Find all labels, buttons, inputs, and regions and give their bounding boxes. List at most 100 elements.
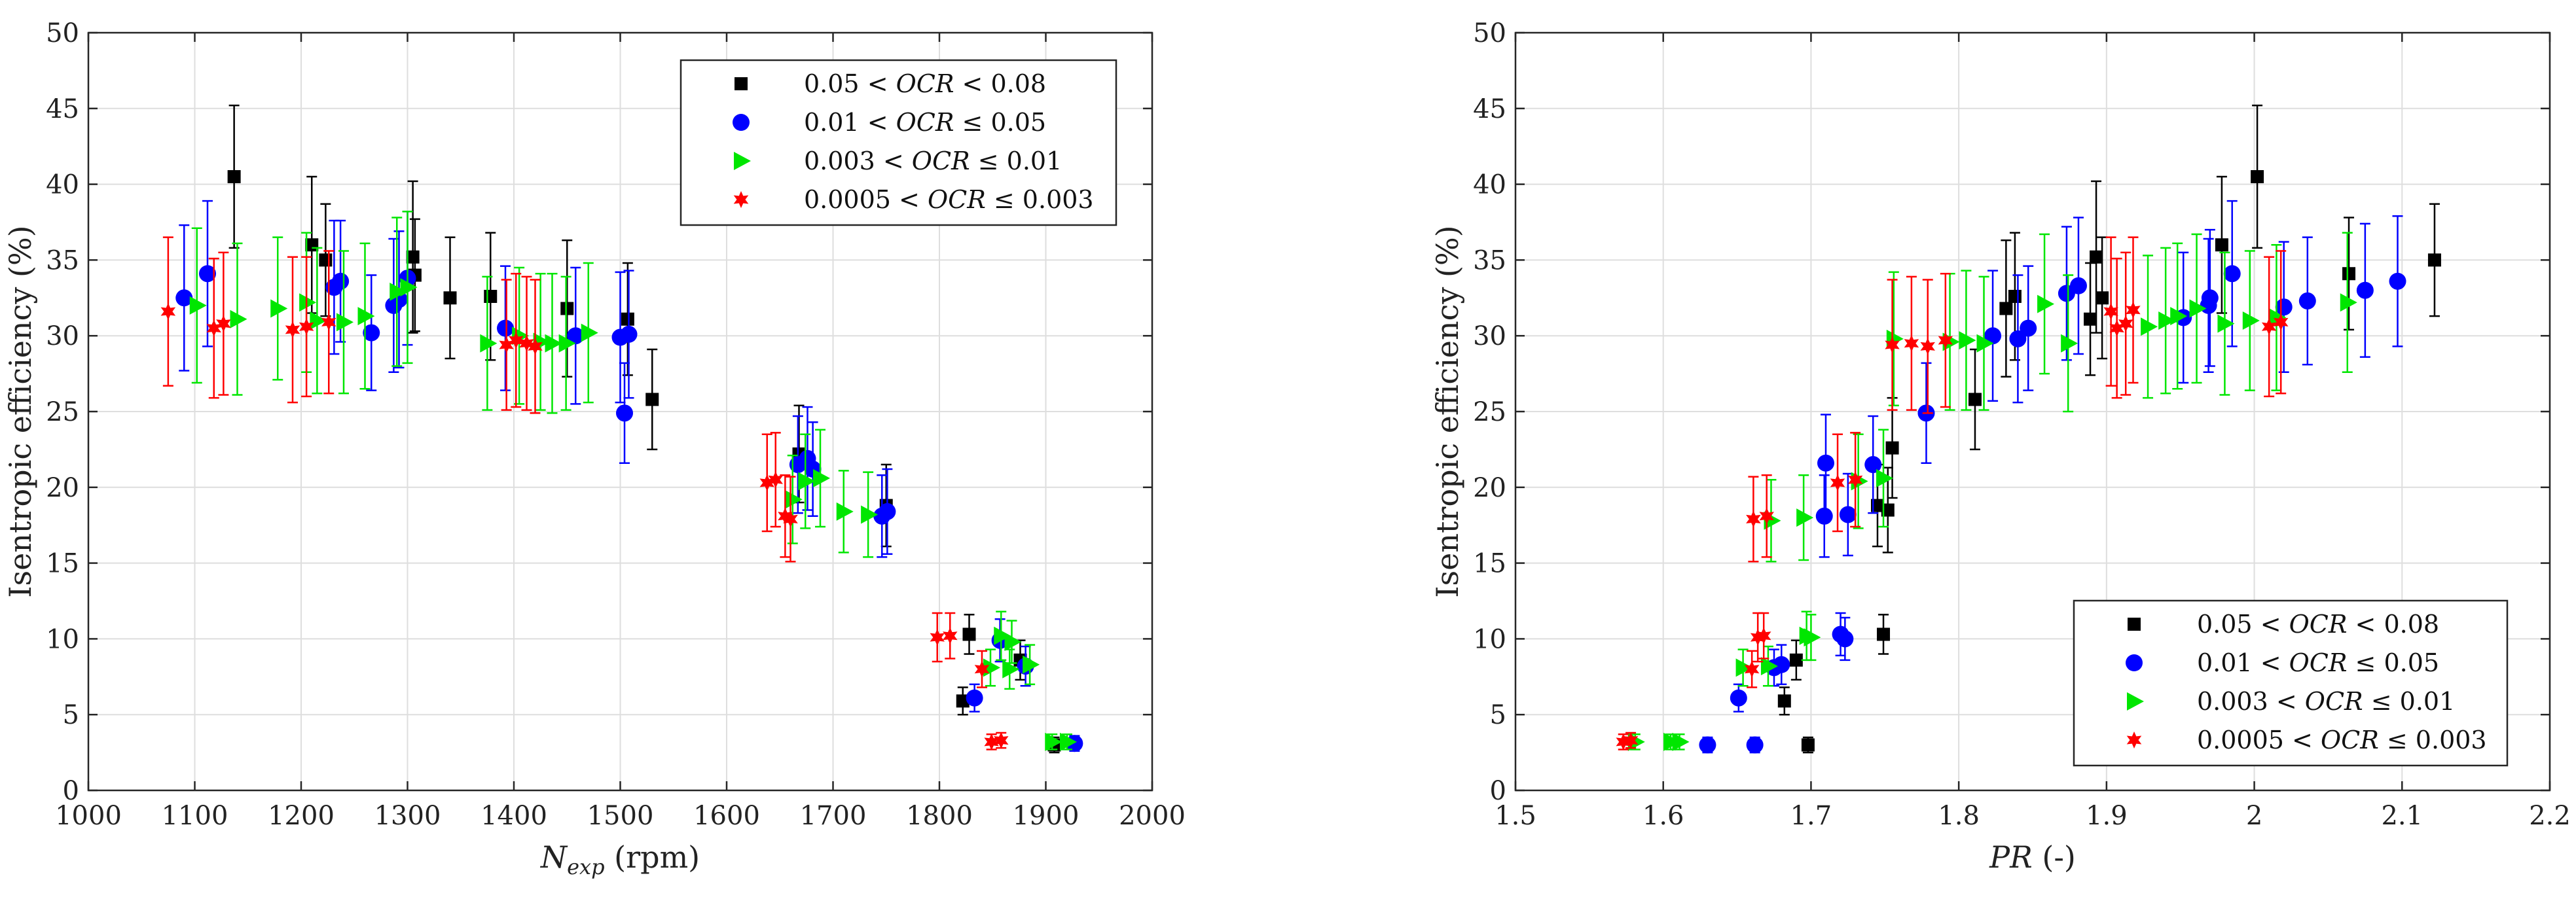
data-point-triangle bbox=[400, 278, 418, 297]
data-point-square bbox=[2342, 267, 2356, 281]
y-tick-label: 0 bbox=[63, 776, 79, 806]
data-point-triangle bbox=[2189, 299, 2207, 318]
data-point-circle bbox=[1839, 506, 1857, 523]
data-point-star bbox=[1616, 733, 1631, 750]
legend: 0.05 < OCR < 0.08 0.01 < OCR ≤ 0.05 0.003 … bbox=[2073, 599, 2509, 767]
legend-label: 0.05 < OCR < 0.08 bbox=[804, 69, 1046, 98]
data-point-triangle bbox=[2037, 294, 2055, 313]
data-point-triangle bbox=[2217, 314, 2235, 333]
data-point-triangle bbox=[299, 293, 317, 312]
data-point-circle bbox=[2223, 265, 2241, 283]
data-point-star bbox=[2103, 303, 2118, 321]
data-point-circle bbox=[363, 324, 380, 342]
data-point-square bbox=[443, 291, 457, 305]
data-point-star bbox=[160, 303, 176, 321]
data-point-square bbox=[1885, 441, 1899, 455]
y-tick-label: 10 bbox=[46, 624, 79, 654]
data-point-star bbox=[783, 510, 798, 528]
data-point-star bbox=[1920, 338, 1935, 355]
y-tick-label: 35 bbox=[46, 245, 79, 275]
legend: 0.05 < OCR < 0.08 0.01 < OCR ≤ 0.05 0.003 … bbox=[680, 59, 1117, 226]
data-point-triangle bbox=[861, 505, 879, 524]
legend-marker-square bbox=[735, 77, 748, 90]
data-point-square bbox=[2215, 238, 2228, 252]
data-point-square bbox=[1877, 627, 1891, 641]
y-tick-label: 10 bbox=[1473, 624, 1506, 654]
data-point-square bbox=[2427, 253, 2441, 267]
x-tick-label: 2 bbox=[2246, 801, 2262, 831]
data-point-triangle bbox=[545, 334, 562, 353]
data-point-star bbox=[984, 733, 999, 750]
data-point-star bbox=[216, 315, 231, 332]
data-point-circle bbox=[2201, 289, 2219, 307]
x-tick-label: 1100 bbox=[162, 801, 228, 831]
legend-marker-triangle bbox=[2127, 692, 2144, 711]
data-point-triangle bbox=[189, 296, 207, 315]
data-point-star bbox=[1830, 474, 1845, 491]
y-tick-label: 15 bbox=[46, 549, 79, 579]
data-point-square bbox=[406, 250, 420, 264]
y-tick-label: 25 bbox=[1473, 397, 1506, 427]
data-point-circle bbox=[2069, 277, 2087, 294]
data-point-star bbox=[299, 318, 314, 336]
legend-marker-star bbox=[2126, 732, 2142, 749]
x-tick-label: 1400 bbox=[481, 801, 547, 831]
series-triangle bbox=[1627, 232, 2357, 751]
data-point-star bbox=[499, 336, 514, 354]
data-point-circle bbox=[1815, 507, 1833, 525]
ticks: 1.5 1.6 1.7 1.8 1.9 2 2.1 2.2 0 5 10 15 20 25 30 35 40 45… bbox=[1473, 18, 2571, 831]
legend-label: 0.0005 < OCR ≤ 0.003 bbox=[2197, 726, 2487, 754]
data-point-square bbox=[1777, 694, 1791, 708]
data-point-square bbox=[1801, 738, 1815, 752]
data-point-star bbox=[930, 629, 945, 646]
data-point-triangle bbox=[1804, 628, 1821, 647]
data-point-star bbox=[1756, 627, 1771, 644]
y-tick-label: 50 bbox=[46, 18, 79, 48]
series-star bbox=[1616, 236, 2289, 750]
x-tick-label: 1.8 bbox=[1938, 801, 1980, 831]
data-point-triangle bbox=[2158, 311, 2176, 330]
data-point-circle bbox=[1836, 630, 1854, 648]
legend-marker-circle bbox=[733, 114, 750, 131]
x-tick-label: 2.2 bbox=[2529, 801, 2571, 831]
y-tick-label: 30 bbox=[46, 321, 79, 351]
data-point-triangle bbox=[2170, 307, 2188, 326]
legend-item: 0.01 < OCR ≤ 0.05 bbox=[2126, 648, 2439, 677]
data-point-triangle bbox=[1760, 657, 1778, 676]
data-point-circle bbox=[175, 289, 193, 307]
data-point-triangle bbox=[1672, 732, 1690, 751]
data-point-triangle bbox=[1876, 468, 1894, 487]
data-point-star bbox=[2261, 318, 2277, 336]
data-point-triangle bbox=[1976, 334, 1994, 353]
data-point-triangle bbox=[230, 309, 247, 328]
data-point-circle bbox=[1864, 456, 1882, 474]
data-point-square bbox=[1871, 499, 1884, 512]
data-point-square bbox=[621, 312, 634, 326]
data-point-triangle bbox=[357, 307, 375, 326]
data-point-star bbox=[1847, 471, 1863, 489]
data-point-square bbox=[2084, 312, 2097, 326]
x-tick-label: 1800 bbox=[906, 801, 973, 831]
y-tick-label: 20 bbox=[1473, 473, 1506, 503]
legend-box bbox=[2073, 599, 2509, 767]
legend-marker-star bbox=[733, 191, 749, 208]
data-point-square bbox=[560, 302, 574, 315]
data-point-triangle bbox=[1004, 633, 1022, 652]
data-point-star bbox=[206, 319, 221, 337]
data-point-circle bbox=[2298, 292, 2316, 309]
data-point-triangle bbox=[1023, 655, 1040, 674]
y-tick-label: 35 bbox=[1473, 245, 1506, 275]
data-point-triangle bbox=[1060, 732, 1077, 751]
legend-item: 0.003 < OCR ≤ 0.01 bbox=[734, 147, 1062, 175]
y-tick-label: 20 bbox=[46, 473, 79, 503]
legend-item: 0.05 < OCR < 0.08 bbox=[2128, 610, 2439, 639]
data-point-triangle bbox=[310, 311, 327, 330]
legend-marker-circle bbox=[2126, 654, 2143, 671]
x-tick-label: 1500 bbox=[587, 801, 654, 831]
data-point-star bbox=[974, 660, 990, 678]
data-point-triangle bbox=[1663, 732, 1680, 751]
data-point-triangle bbox=[581, 323, 598, 342]
x-tick-label: 2000 bbox=[1119, 801, 1186, 831]
data-point-star bbox=[1744, 660, 1760, 678]
